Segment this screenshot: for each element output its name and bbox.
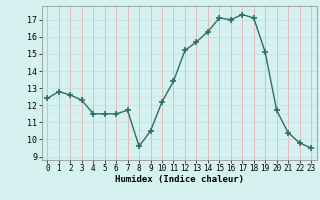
X-axis label: Humidex (Indice chaleur): Humidex (Indice chaleur) (115, 175, 244, 184)
